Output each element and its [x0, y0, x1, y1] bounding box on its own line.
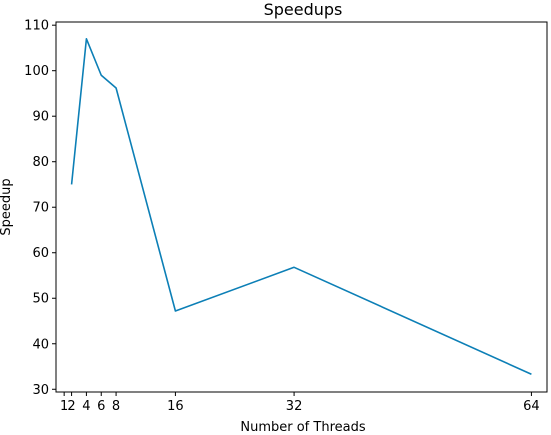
- x-tick-label: 4: [82, 399, 90, 414]
- x-tick-label: 64: [523, 399, 540, 414]
- x-tick-label: 6: [97, 399, 105, 414]
- y-tick-label: 70: [32, 201, 49, 216]
- x-axis-label: Number of Threads: [240, 420, 365, 435]
- y-axis-label: Speedup: [0, 178, 14, 235]
- x-tick-label: 8: [112, 399, 120, 414]
- x-tick-label: 16: [167, 399, 184, 414]
- x-tick-label: 1: [60, 399, 68, 414]
- y-tick-label: 50: [32, 292, 49, 307]
- x-tick-label: 2: [67, 399, 75, 414]
- y-tick-label: 80: [32, 155, 49, 170]
- y-tick-label: 30: [32, 383, 49, 398]
- x-tick-label: 32: [286, 399, 303, 414]
- y-tick-label: 60: [32, 246, 49, 261]
- y-axis-ticks: 30 40 50 60 70 80 90 100 110: [24, 19, 56, 398]
- speedup-series-line: [70, 38, 532, 375]
- plot-frame: [55, 21, 548, 393]
- chart-title: Speedups: [264, 0, 343, 19]
- y-tick-label: 90: [32, 110, 49, 125]
- y-tick-label: 100: [24, 64, 49, 79]
- series-lines: [70, 38, 532, 375]
- y-tick-label: 110: [24, 19, 49, 34]
- y-tick-label: 40: [32, 337, 49, 352]
- x-axis-ticks: 1 2 4 6 8 16 32 64: [60, 392, 540, 414]
